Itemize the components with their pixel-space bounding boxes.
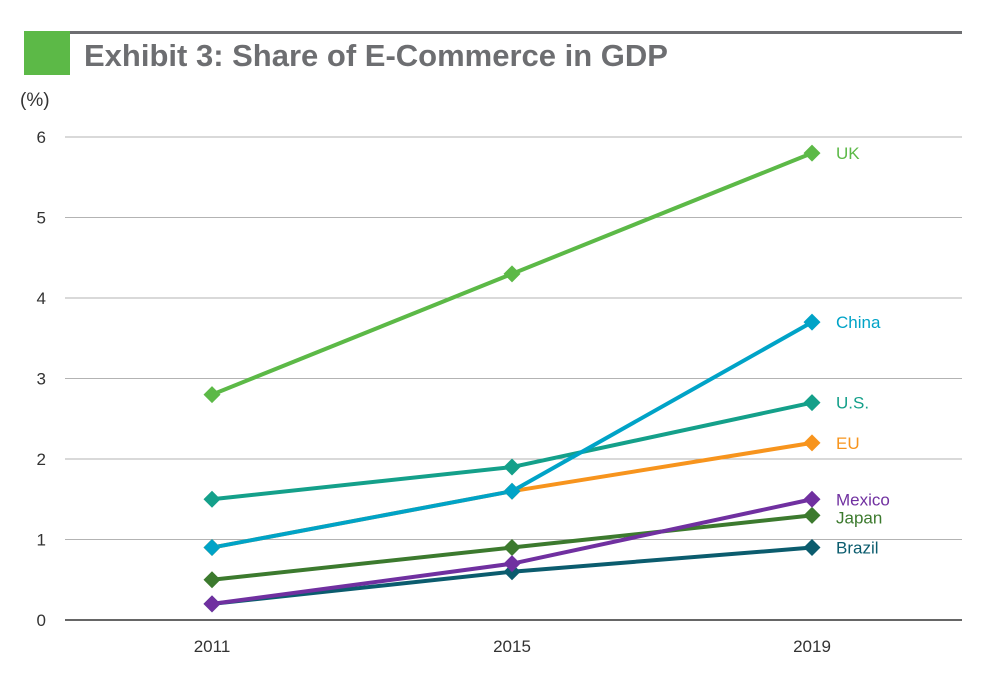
y-axis-unit-label: (%): [20, 90, 50, 111]
y-tick-label: 3: [37, 370, 46, 389]
data-point-marker: [203, 539, 221, 557]
series-label: Brazil: [836, 539, 879, 558]
data-point-marker: [203, 571, 221, 589]
x-tick-label: 2015: [493, 637, 531, 656]
data-point-marker: [503, 482, 521, 500]
data-point-marker: [503, 265, 521, 283]
y-tick-label: 2: [37, 450, 46, 469]
x-tick-label: 2011: [194, 637, 231, 656]
y-tick-label: 6: [37, 128, 46, 147]
data-point-marker: [803, 434, 821, 452]
data-point-marker: [203, 386, 221, 404]
series-label: Mexico: [836, 490, 890, 509]
series-label: UK: [836, 144, 860, 163]
x-axis-ticks: 2011 2015 2019: [194, 637, 831, 656]
y-tick-label: 0: [37, 611, 46, 630]
data-point-marker: [203, 490, 221, 508]
series-label: U.S.: [836, 394, 869, 413]
data-point-marker: [803, 144, 821, 162]
series-label: China: [836, 313, 881, 332]
data-point-marker: [803, 506, 821, 524]
series-line: [211, 320, 813, 550]
title-rule: [70, 31, 962, 34]
chart-title: Exhibit 3: Share of E-Commerce in GDP: [84, 38, 668, 73]
title-accent-square: [24, 31, 70, 75]
series-markers: [203, 144, 821, 613]
data-point-marker: [203, 595, 221, 613]
y-tick-label: 4: [37, 289, 46, 308]
data-point-marker: [803, 490, 821, 508]
data-point-marker: [503, 458, 521, 476]
data-point-marker: [503, 539, 521, 557]
gridlines: [65, 136, 962, 621]
data-point-marker: [503, 555, 521, 573]
y-tick-label: 5: [37, 209, 46, 228]
data-point-marker: [803, 394, 821, 412]
data-point-marker: [803, 313, 821, 331]
series-label: EU: [836, 434, 860, 453]
data-point-marker: [803, 539, 821, 557]
y-tick-label: 1: [37, 531, 46, 550]
y-axis-ticks: 0 1 2 3 4 5 6: [37, 128, 46, 630]
series-label: Japan: [836, 508, 882, 527]
x-tick-label: 2019: [793, 637, 831, 656]
